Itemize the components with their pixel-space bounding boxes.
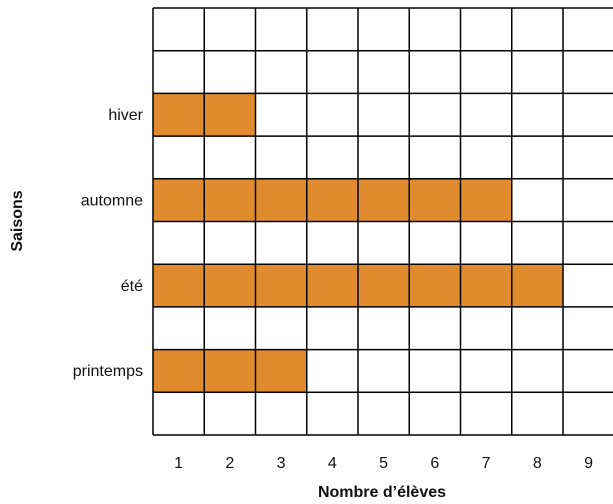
x-tick-label: 6 [430,455,439,472]
x-tick-label: 1 [174,455,183,472]
x-tick-label: 5 [379,455,388,472]
y-tick-label: automne [81,192,143,209]
y-axis-label: Saisons [9,190,26,251]
x-tick-label: 4 [328,455,337,472]
x-tick-label: 2 [225,455,234,472]
y-tick-label: printemps [73,363,143,380]
y-tick-label: été [121,278,143,295]
x-tick-label: 7 [482,455,491,472]
y-tick-label: hiver [108,107,143,124]
x-tick-label: 3 [277,455,286,472]
x-tick-label: 8 [533,455,542,472]
bar [153,178,512,222]
x-axis-label: Nombre d’élèves [318,484,446,501]
x-tick-label: 9 [584,455,593,472]
bar [153,349,307,393]
